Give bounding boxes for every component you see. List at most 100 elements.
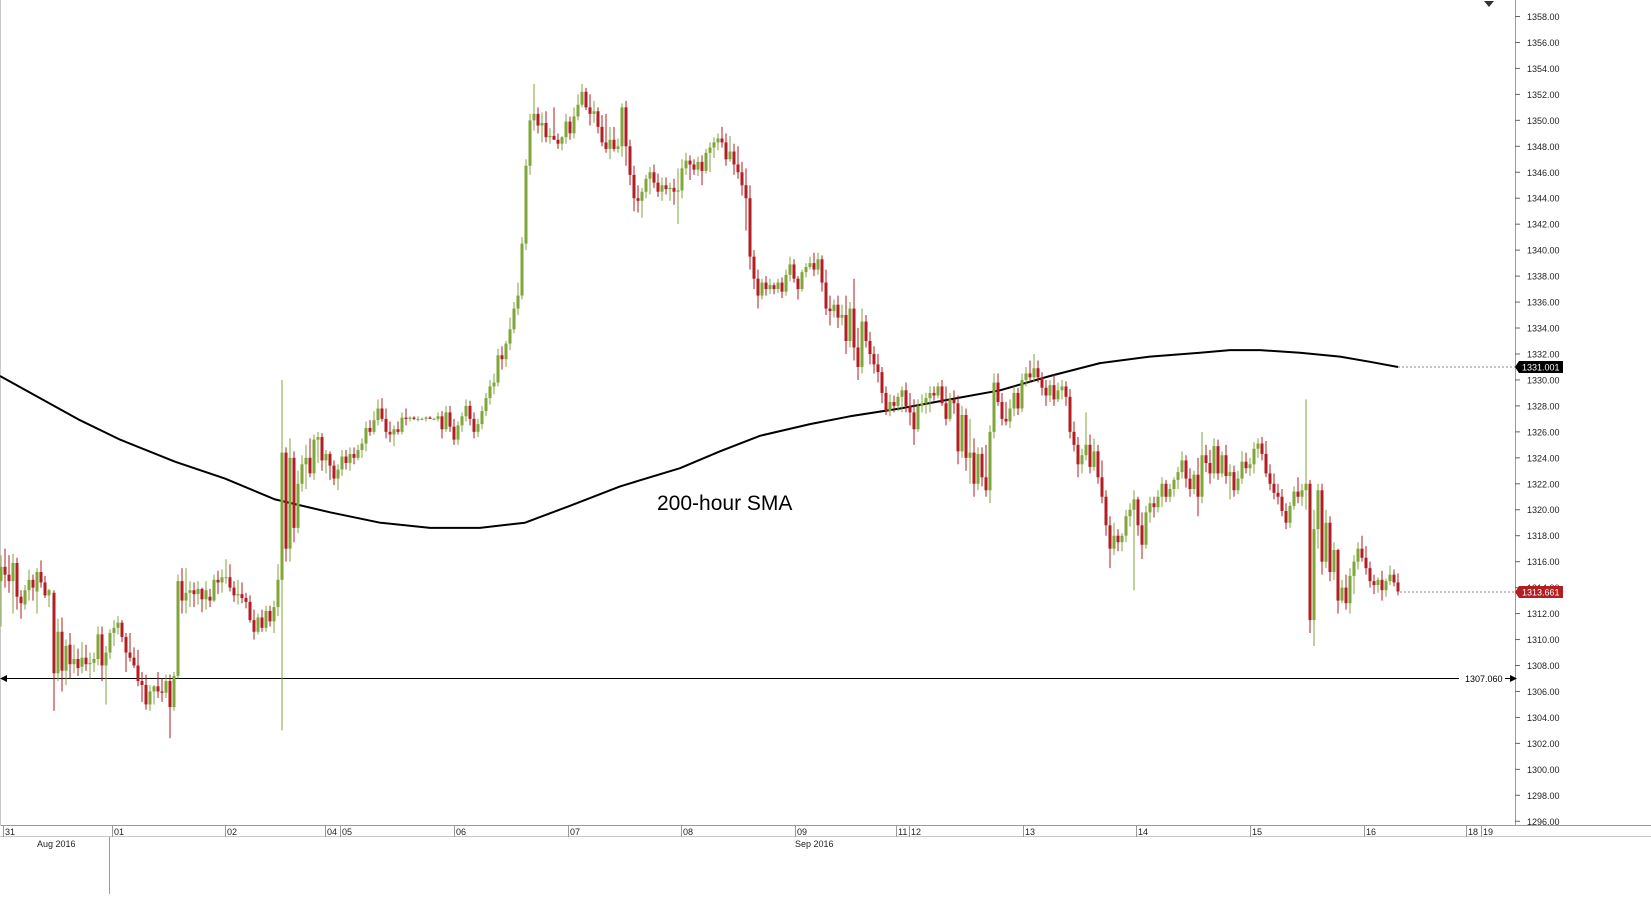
candle-body bbox=[660, 185, 664, 192]
candle bbox=[488, 379, 492, 405]
candle-body bbox=[1264, 453, 1268, 474]
candle-body bbox=[1336, 549, 1340, 601]
candle-body bbox=[1048, 385, 1052, 396]
candle-body bbox=[1032, 368, 1036, 378]
candle-body bbox=[1124, 516, 1128, 536]
candle-body bbox=[47, 590, 51, 596]
candle bbox=[1360, 535, 1364, 562]
candle-body bbox=[856, 347, 860, 367]
candle bbox=[1204, 444, 1208, 473]
candle-body bbox=[1296, 491, 1300, 497]
candle-body bbox=[240, 594, 244, 599]
candle bbox=[272, 600, 276, 634]
candle bbox=[856, 328, 860, 380]
y-tick-label: 1346.00 bbox=[1527, 168, 1560, 178]
x-day-label: 02 bbox=[227, 827, 237, 837]
candle bbox=[1072, 421, 1076, 452]
candle-body bbox=[908, 405, 912, 413]
candle bbox=[696, 156, 700, 177]
candle bbox=[1096, 444, 1100, 484]
candle bbox=[428, 416, 432, 419]
candle-body bbox=[828, 308, 832, 312]
candle bbox=[1248, 457, 1252, 476]
candle bbox=[748, 185, 752, 270]
candle-body bbox=[392, 429, 396, 435]
candle-body bbox=[444, 412, 448, 430]
candle bbox=[1128, 503, 1132, 527]
sma-annotation-label: 200-hour SMA bbox=[657, 492, 792, 515]
candle-body bbox=[600, 126, 604, 143]
candle bbox=[388, 421, 392, 443]
chart-menu-arrow-icon[interactable] bbox=[1484, 1, 1494, 7]
candle-body bbox=[1088, 444, 1092, 467]
candle bbox=[1108, 516, 1112, 569]
candle bbox=[552, 107, 556, 140]
candle-body bbox=[580, 91, 584, 105]
x-day-label: 15 bbox=[1252, 827, 1262, 837]
candle bbox=[844, 295, 848, 354]
candle-body bbox=[260, 617, 264, 628]
candle bbox=[31, 574, 35, 601]
x-axis[interactable]: 31 01 02 04 05 06 07 08 09 11 12 13 14 15 16 18 19 Aug 20… bbox=[3, 826, 1494, 894]
candle-body bbox=[896, 396, 900, 406]
candle-body bbox=[1340, 587, 1344, 601]
candle-body bbox=[840, 315, 844, 318]
candle-body bbox=[168, 681, 172, 708]
candle bbox=[96, 626, 100, 666]
candle-body bbox=[1180, 460, 1184, 473]
candle-body bbox=[1368, 568, 1372, 582]
candle-body bbox=[588, 107, 592, 114]
candle-body bbox=[756, 278, 760, 296]
candle bbox=[1000, 392, 1004, 426]
candle-body bbox=[936, 386, 940, 396]
candle-body bbox=[312, 439, 316, 474]
candle-body bbox=[584, 91, 588, 108]
candle-body bbox=[1036, 368, 1040, 378]
x-day-label: 31 bbox=[5, 827, 15, 837]
price-badges: 1331.001 1313.661 bbox=[1400, 360, 1563, 599]
x-day-label: 06 bbox=[456, 827, 466, 837]
candle-body bbox=[15, 562, 19, 597]
support-level-label: 1307.060 bbox=[1465, 674, 1503, 684]
candle bbox=[756, 269, 760, 309]
candle-body bbox=[1060, 386, 1064, 391]
candle-body bbox=[1280, 496, 1284, 512]
support-layer: 1307.060 bbox=[0, 674, 1517, 684]
candle-body bbox=[108, 633, 112, 653]
candle bbox=[596, 107, 600, 134]
candle bbox=[1388, 565, 1392, 586]
candle bbox=[1396, 573, 1400, 596]
candle-body bbox=[864, 321, 868, 341]
candle bbox=[308, 438, 312, 478]
candle-body bbox=[516, 295, 520, 309]
candle bbox=[924, 392, 928, 414]
candle-body bbox=[244, 598, 248, 602]
candle bbox=[392, 425, 396, 447]
candle bbox=[760, 278, 764, 300]
candle-body bbox=[1116, 535, 1120, 543]
candle bbox=[1064, 381, 1068, 406]
candle bbox=[740, 161, 744, 196]
candle bbox=[220, 569, 224, 593]
candle bbox=[1132, 490, 1136, 591]
candle bbox=[340, 450, 344, 476]
candle bbox=[504, 341, 508, 367]
candle bbox=[692, 159, 696, 175]
candle bbox=[1060, 379, 1064, 400]
candle-body bbox=[27, 579, 31, 591]
candle bbox=[668, 182, 672, 201]
candle bbox=[908, 392, 912, 426]
sma-price-badge-bg bbox=[1515, 360, 1563, 373]
candle bbox=[872, 346, 876, 374]
candle-body bbox=[340, 456, 344, 470]
candle-body bbox=[1108, 525, 1112, 549]
candle-body bbox=[412, 417, 416, 419]
candle bbox=[940, 379, 944, 406]
y-tick-label: 1342.00 bbox=[1527, 220, 1560, 230]
candle-body bbox=[304, 457, 308, 465]
candle-body bbox=[740, 172, 744, 186]
candle bbox=[1184, 455, 1188, 488]
candle-body bbox=[1132, 499, 1136, 510]
current-price-badge-label: 1313.661 bbox=[1522, 588, 1560, 598]
candle bbox=[948, 392, 952, 422]
